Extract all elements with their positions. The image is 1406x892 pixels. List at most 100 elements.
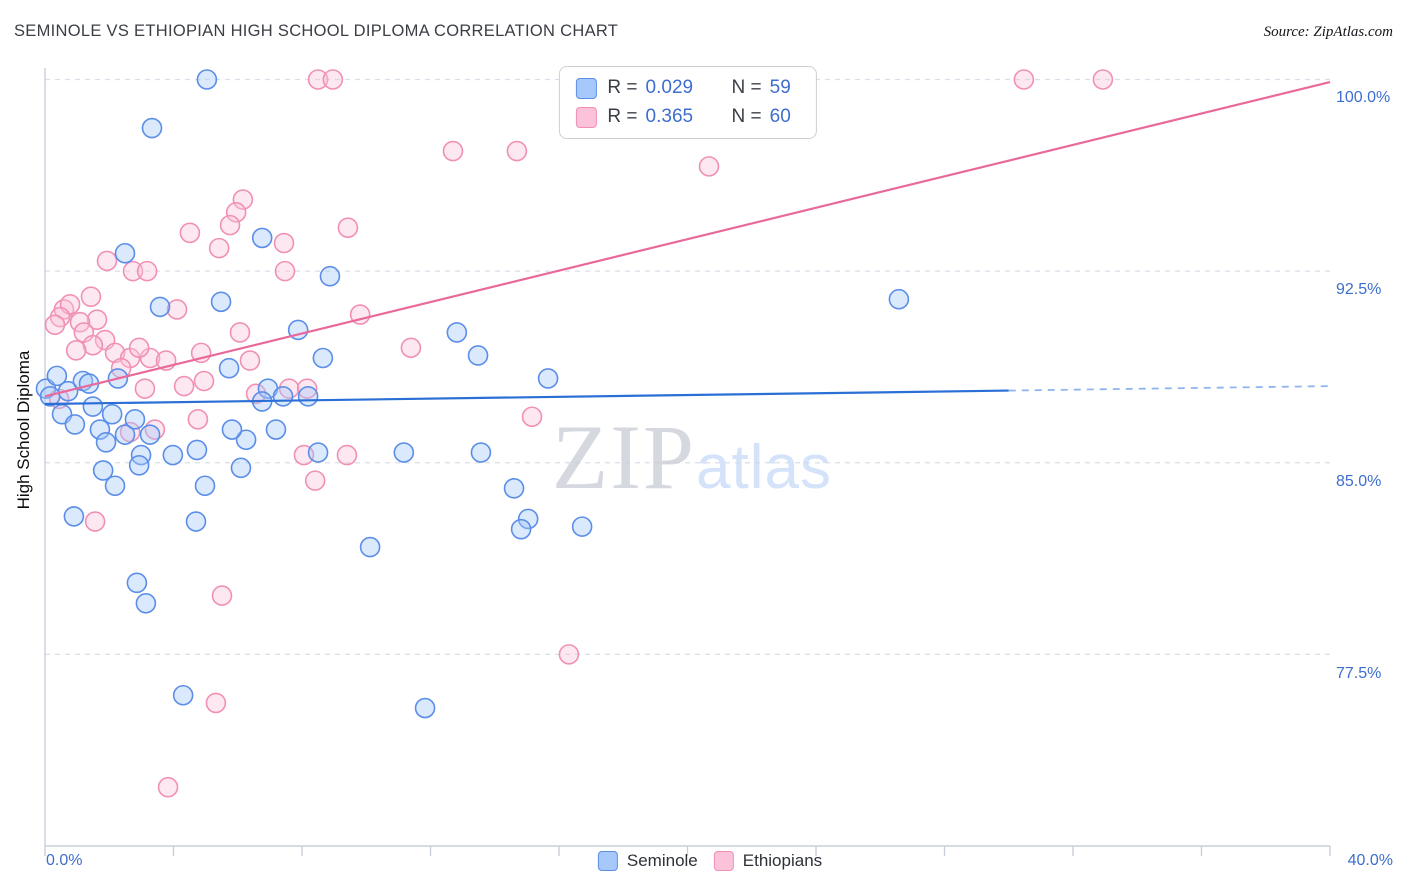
scatter-point-ethiopians	[205, 692, 227, 714]
y-tick-85: 85.0%	[1336, 473, 1382, 490]
scatter-point-ethiopians	[179, 222, 201, 244]
scatter-point-ethiopians	[506, 140, 528, 162]
x-tick-max: 40.0%	[1347, 852, 1393, 869]
scatter-point-ethiopians	[187, 409, 209, 430]
trend-line-seminole-extrapolated	[1008, 385, 1331, 392]
scatter-point-seminole	[503, 477, 525, 499]
scatter-point-seminole	[888, 288, 910, 310]
seminole-legend-label: Seminole	[626, 851, 698, 870]
scatter-point-seminole	[130, 444, 152, 466]
scatter-point-seminole	[114, 424, 136, 445]
scatter-point-seminole	[467, 345, 489, 366]
scatter-point-ethiopians	[229, 322, 251, 343]
r-label: R =	[607, 106, 638, 127]
scatter-point-seminole	[46, 365, 68, 387]
r-value-ethiopians: 0.365	[645, 106, 694, 127]
scatter-point-ethiopians	[442, 140, 464, 162]
scatter-point-seminole	[124, 409, 146, 430]
scatter-point-seminole	[470, 442, 492, 463]
series-legend: Seminole Ethiopians	[597, 851, 823, 871]
y-tick-92-5: 92.5%	[1336, 281, 1382, 298]
n-value-ethiopians: 60	[769, 106, 791, 127]
scatter-point-ethiopians	[322, 69, 344, 90]
scatter-point-ethiopians	[304, 470, 326, 491]
scatter-point-ethiopians	[698, 156, 720, 177]
scatter-point-ethiopians	[157, 776, 179, 798]
scatter-point-seminole	[128, 455, 150, 476]
scatter-point-ethiopians	[337, 217, 359, 238]
scatter-point-ethiopians	[296, 378, 318, 399]
legend-item-ethiopians: Ethiopians	[713, 851, 823, 871]
scatter-point-ethiopians	[273, 232, 295, 254]
scatter-point-seminole	[393, 442, 415, 463]
y-tick-77-5: 77.5%	[1336, 665, 1382, 682]
scatter-point-ethiopians	[211, 585, 233, 606]
correlation-legend-box: R = 0.029 N = 59 R = 0.365 N = 60	[558, 66, 817, 139]
scatter-point-seminole	[359, 536, 381, 558]
scatter-point-ethiopians	[558, 644, 580, 665]
scatter-point-ethiopians	[232, 189, 254, 210]
page-title: SEMINOLE VS ETHIOPIAN HIGH SCHOOL DIPLOM…	[14, 22, 619, 40]
trend-line-ethiopians	[44, 80, 1331, 398]
scatter-point-ethiopians	[96, 250, 118, 272]
scatter-point-ethiopians	[104, 342, 126, 364]
scatter-point-seminole	[63, 506, 85, 527]
scatter-point-ethiopians	[128, 337, 150, 359]
scatter-point-ethiopians	[136, 260, 158, 282]
scatter-point-seminole	[172, 684, 194, 706]
scatter-point-seminole	[265, 419, 287, 440]
scatter-point-seminole	[92, 460, 114, 481]
scatter-point-seminole	[307, 442, 329, 463]
n-label: N =	[731, 77, 762, 98]
scatter-point-ethiopians	[225, 202, 247, 223]
scatter-point-ethiopians	[208, 237, 230, 259]
scatter-point-seminole	[185, 511, 207, 532]
scatter-point-ethiopians	[122, 260, 144, 282]
r-label: R =	[607, 77, 638, 98]
seminole-legend-swatch	[597, 851, 618, 871]
scatter-point-ethiopians	[193, 370, 215, 392]
scatter-point-ethiopians	[166, 299, 188, 320]
ethiopians-legend-label: Ethiopians	[742, 851, 823, 870]
scatter-point-ethiopians	[219, 214, 241, 236]
scatter-point-seminole	[251, 227, 273, 249]
scatter-point-ethiopians	[239, 350, 261, 371]
scatter-point-seminole	[571, 516, 593, 537]
scatter-point-ethiopians	[336, 444, 358, 466]
legend-row-seminole: R = 0.029 N = 59	[575, 77, 799, 99]
scatter-point-ethiopians	[173, 375, 195, 397]
scatter-point-seminole	[186, 439, 208, 461]
scatter-point-seminole	[89, 419, 111, 440]
source-link[interactable]: Source: ZipAtlas.com	[1263, 24, 1393, 40]
scatter-point-seminole	[64, 414, 86, 435]
scatter-point-seminole	[114, 242, 136, 264]
scatter-point-seminole	[218, 357, 240, 379]
scatter-point-ethiopians	[1092, 69, 1114, 90]
legend-item-seminole: Seminole	[597, 851, 698, 871]
scatter-point-seminole	[141, 117, 163, 139]
scatter-point-seminole	[139, 424, 161, 445]
seminole-swatch	[575, 77, 597, 99]
scatter-point-ethiopians	[307, 69, 329, 90]
scatter-point-seminole	[517, 508, 539, 530]
scatter-point-seminole	[235, 429, 257, 451]
scatter-point-seminole	[297, 386, 319, 407]
scatter-point-seminole	[446, 322, 468, 343]
scatter-point-seminole	[82, 396, 104, 417]
scatter-point-seminole	[537, 368, 559, 389]
scatter-point-seminole	[210, 291, 232, 313]
r-value-seminole: 0.029	[645, 77, 694, 98]
scatter-point-seminole	[135, 592, 157, 614]
scatter-point-ethiopians	[86, 309, 108, 330]
scatter-point-ethiopians	[134, 378, 156, 399]
scatter-point-seminole	[272, 386, 294, 407]
ethiopians-swatch	[575, 106, 597, 128]
y-tick-100: 100.0%	[1336, 89, 1391, 106]
scatter-point-ethiopians	[44, 314, 66, 336]
scatter-point-ethiopians	[80, 286, 102, 307]
scatter-point-seminole	[319, 265, 341, 287]
scatter-point-seminole	[162, 444, 184, 466]
scatter-point-seminole	[196, 69, 218, 90]
scatter-point-seminole	[95, 432, 117, 453]
